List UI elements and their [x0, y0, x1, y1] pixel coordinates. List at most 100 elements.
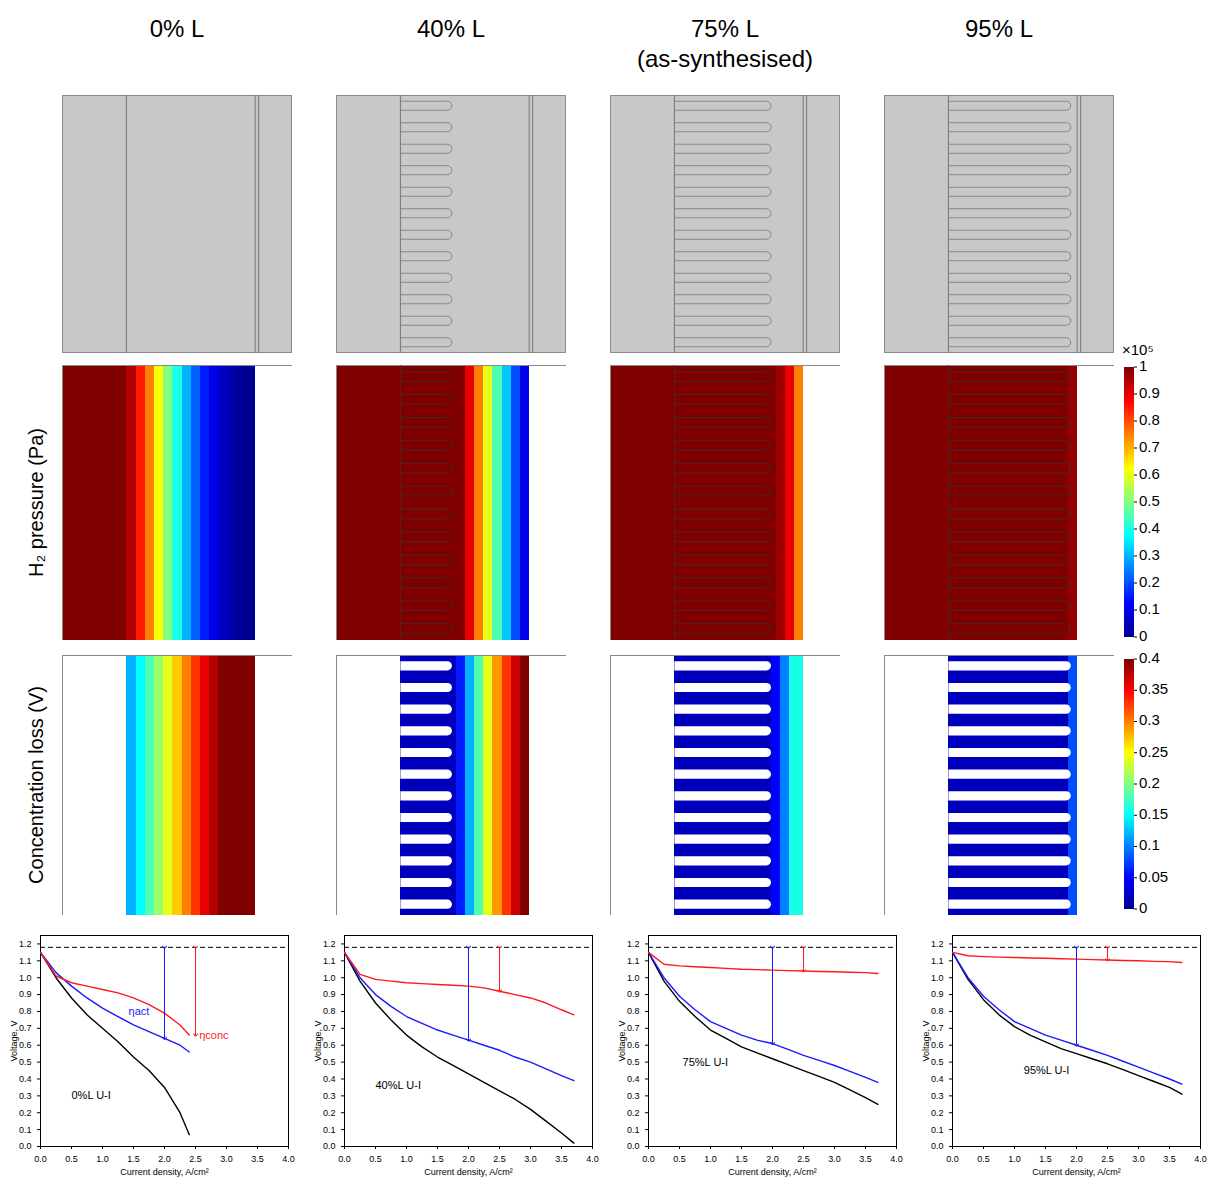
svg-text:0.1: 0.1: [1139, 600, 1160, 617]
svg-text:3.5: 3.5: [555, 1154, 568, 1164]
svg-text:0.5: 0.5: [627, 1057, 640, 1067]
svg-text:0: 0: [1139, 899, 1147, 916]
svg-text:Current density, A/cm²: Current density, A/cm²: [120, 1167, 208, 1177]
svg-text:1.1: 1.1: [931, 956, 944, 966]
svg-text:×10⁵: ×10⁵: [1122, 341, 1154, 358]
svg-text:0.4: 0.4: [931, 1074, 944, 1084]
svg-text:Concentration loss (V): Concentration loss (V): [25, 686, 47, 884]
svg-text:0.9: 0.9: [19, 989, 32, 999]
svg-text:0.3: 0.3: [19, 1091, 32, 1101]
svg-text:1.2: 1.2: [323, 939, 336, 949]
svg-text:0.1: 0.1: [627, 1125, 640, 1135]
svg-text:Voltage, V: Voltage, V: [921, 1020, 931, 1061]
svg-text:0.4: 0.4: [19, 1074, 32, 1084]
svg-text:0.6: 0.6: [19, 1040, 32, 1050]
svg-text:0.9: 0.9: [1139, 384, 1160, 401]
svg-text:0.7: 0.7: [931, 1023, 944, 1033]
svg-text:0.5: 0.5: [369, 1154, 382, 1164]
svg-text:1: 1: [1139, 357, 1147, 374]
svg-text:Current density, A/cm²: Current density, A/cm²: [728, 1167, 816, 1177]
svg-text:0.6: 0.6: [1139, 465, 1160, 482]
svg-text:0.6: 0.6: [627, 1040, 640, 1050]
svg-text:0.8: 0.8: [1139, 411, 1160, 428]
svg-text:0.4: 0.4: [1139, 519, 1160, 536]
svg-text:2.5: 2.5: [493, 1154, 506, 1164]
svg-text:0: 0: [1139, 627, 1147, 644]
svg-text:0.8: 0.8: [931, 1006, 944, 1016]
svg-text:0.4: 0.4: [1139, 649, 1160, 666]
svg-text:H₂ pressure (Pa): H₂ pressure (Pa): [25, 428, 47, 577]
svg-text:0.8: 0.8: [19, 1006, 32, 1016]
svg-text:4.0: 4.0: [890, 1154, 903, 1164]
svg-text:ηconc: ηconc: [199, 1029, 229, 1041]
svg-text:1.5: 1.5: [431, 1154, 444, 1164]
svg-text:0.4: 0.4: [323, 1074, 336, 1084]
svg-text:1.0: 1.0: [400, 1154, 413, 1164]
svg-text:0.5: 0.5: [673, 1154, 686, 1164]
svg-text:Current density, A/cm²: Current density, A/cm²: [424, 1167, 512, 1177]
svg-text:0.9: 0.9: [627, 989, 640, 999]
svg-text:95%L U-I: 95%L U-I: [1024, 1064, 1069, 1076]
svg-text:2.0: 2.0: [462, 1154, 475, 1164]
svg-text:0.5: 0.5: [977, 1154, 990, 1164]
svg-text:1.0: 1.0: [627, 973, 640, 983]
svg-text:0.0: 0.0: [931, 1141, 944, 1151]
svg-text:3.5: 3.5: [251, 1154, 264, 1164]
svg-text:3.0: 3.0: [1132, 1154, 1145, 1164]
svg-text:0.2: 0.2: [1139, 573, 1160, 590]
svg-text:1.5: 1.5: [735, 1154, 748, 1164]
svg-text:0.2: 0.2: [627, 1108, 640, 1118]
svg-text:0%L U-I: 0%L U-I: [72, 1089, 111, 1101]
svg-text:0.5: 0.5: [19, 1057, 32, 1067]
svg-text:0.5: 0.5: [65, 1154, 78, 1164]
svg-text:0.7: 0.7: [19, 1023, 32, 1033]
svg-text:0.3: 0.3: [323, 1091, 336, 1101]
svg-text:1.1: 1.1: [19, 956, 32, 966]
svg-text:0.0: 0.0: [34, 1154, 47, 1164]
svg-text:3.0: 3.0: [828, 1154, 841, 1164]
svg-text:0.4: 0.4: [627, 1074, 640, 1084]
svg-text:0.3: 0.3: [1139, 546, 1160, 563]
svg-text:0.2: 0.2: [19, 1108, 32, 1118]
svg-text:3.5: 3.5: [1163, 1154, 1176, 1164]
svg-text:0.1: 0.1: [931, 1125, 944, 1135]
svg-text:0.6: 0.6: [323, 1040, 336, 1050]
svg-text:3.5: 3.5: [859, 1154, 872, 1164]
svg-text:0.0: 0.0: [642, 1154, 655, 1164]
svg-text:1.2: 1.2: [19, 939, 32, 949]
svg-text:1.0: 1.0: [323, 973, 336, 983]
svg-text:Voltage, V: Voltage, V: [313, 1020, 323, 1061]
svg-text:0.9: 0.9: [323, 989, 336, 999]
svg-text:1.5: 1.5: [1039, 1154, 1052, 1164]
svg-text:0.1: 0.1: [1139, 836, 1160, 853]
svg-text:Current density, A/cm²: Current density, A/cm²: [1032, 1167, 1120, 1177]
svg-text:3.0: 3.0: [220, 1154, 233, 1164]
svg-text:0.3: 0.3: [931, 1091, 944, 1101]
svg-text:0.15: 0.15: [1139, 805, 1168, 822]
svg-text:0.7: 0.7: [1139, 438, 1160, 455]
svg-text:0.9: 0.9: [931, 989, 944, 999]
svg-text:3.0: 3.0: [524, 1154, 537, 1164]
svg-text:4.0: 4.0: [1194, 1154, 1207, 1164]
svg-text:0.5: 0.5: [931, 1057, 944, 1067]
svg-text:1.1: 1.1: [627, 956, 640, 966]
svg-text:0.8: 0.8: [323, 1006, 336, 1016]
svg-text:2.5: 2.5: [1101, 1154, 1114, 1164]
svg-text:0.1: 0.1: [323, 1125, 336, 1135]
svg-text:1.0: 1.0: [1008, 1154, 1021, 1164]
svg-text:0.3: 0.3: [627, 1091, 640, 1101]
svg-text:Voltage, V: Voltage, V: [617, 1020, 627, 1061]
svg-text:40%L U-I: 40%L U-I: [376, 1079, 421, 1091]
svg-text:1.5: 1.5: [127, 1154, 140, 1164]
svg-text:1.2: 1.2: [931, 939, 944, 949]
svg-text:2.0: 2.0: [158, 1154, 171, 1164]
svg-text:0.5: 0.5: [323, 1057, 336, 1067]
svg-text:0.0: 0.0: [627, 1141, 640, 1151]
svg-text:0.05: 0.05: [1139, 868, 1168, 885]
svg-text:0.0: 0.0: [338, 1154, 351, 1164]
svg-text:0.7: 0.7: [627, 1023, 640, 1033]
svg-text:1.0: 1.0: [704, 1154, 717, 1164]
svg-text:0.1: 0.1: [19, 1125, 32, 1135]
svg-text:0.0: 0.0: [946, 1154, 959, 1164]
svg-text:0.8: 0.8: [627, 1006, 640, 1016]
